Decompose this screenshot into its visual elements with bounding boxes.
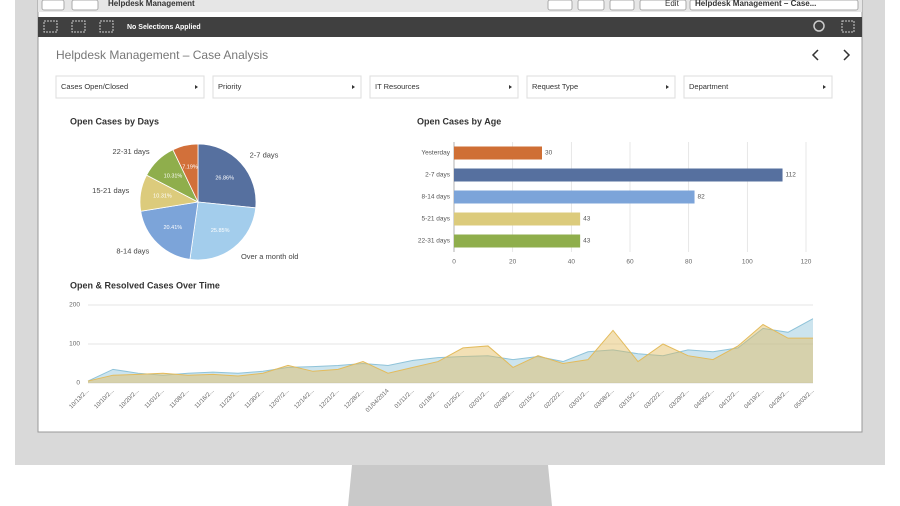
slice-value-label: 7.19%: [182, 164, 198, 170]
filter-box[interactable]: [369, 75, 519, 99]
bar-value-label: 43: [583, 238, 591, 245]
selection-tool[interactable]: [71, 20, 86, 33]
y-tick-label: 2-7 days: [425, 172, 451, 179]
area: [88, 324, 813, 383]
y-tick-label: 22-31 days: [418, 238, 451, 245]
bar: [454, 190, 695, 204]
filter-label: Department: [689, 82, 729, 91]
next-sheet[interactable]: [843, 49, 851, 61]
present-button[interactable]: [577, 0, 605, 11]
slice-value-label: 26.86%: [215, 175, 234, 181]
app-title: Helpdesk Management: [108, 0, 195, 8]
chart-title: Open Cases by Days: [70, 116, 159, 126]
filter-arrow: [195, 85, 198, 89]
filter-label: Request Type: [532, 82, 578, 91]
x-tick-label: 60: [626, 259, 634, 266]
filter-box[interactable]: [683, 75, 833, 99]
line: [87, 323, 813, 382]
slice-category-label: 15-21 days: [92, 186, 129, 195]
slice-category-label: 8-14 days: [116, 247, 149, 256]
slice-category-label: Over a month old: [241, 252, 299, 261]
y-tick-label: 200: [69, 302, 80, 309]
selection-status: No Selections Applied: [127, 24, 201, 31]
monitor-stand: [348, 465, 552, 506]
sheet-title: Helpdesk Management – Case Analysis: [56, 48, 268, 62]
slice-value-label: 10.31%: [153, 194, 172, 200]
snapshot-button[interactable]: [547, 0, 573, 11]
line: [87, 318, 814, 382]
filter-arrow: [352, 85, 355, 89]
pie-slice: [172, 143, 199, 203]
x-tick-label: 100: [742, 259, 753, 266]
x-tick-label: 80: [685, 259, 693, 266]
edit-label: Edit: [665, 0, 680, 8]
prev-sheet[interactable]: [811, 49, 819, 61]
filter-label: IT Resources: [375, 82, 420, 91]
x-tick-label: 20: [509, 259, 517, 266]
slice-value-label: 10.31%: [164, 174, 183, 180]
slice-value-label: 20.41%: [164, 225, 183, 231]
x-tick-label: 40: [568, 259, 576, 266]
selection-tool[interactable]: [43, 20, 58, 33]
x-tick-label: 120: [801, 259, 812, 266]
filter-label: Priority: [218, 82, 242, 91]
y-tick-label: Yesterday: [421, 150, 450, 157]
filter-box[interactable]: [526, 75, 676, 99]
slice-value-label: 25.85%: [211, 228, 230, 234]
bar: [454, 168, 783, 182]
pie-slice: [197, 143, 257, 209]
bar-value-label: 30: [545, 150, 553, 157]
filter-arrow: [666, 85, 669, 89]
bar-value-label: 112: [786, 172, 797, 179]
pie-slice: [189, 201, 257, 261]
bar: [454, 212, 581, 226]
y-tick-label: 0: [76, 380, 80, 387]
slice-category-label: 2-7 days: [250, 150, 279, 159]
chart-title: Open Cases by Age: [417, 116, 501, 126]
bar: [454, 146, 542, 160]
filter-box[interactable]: [212, 75, 362, 99]
y-tick-label: 8-14 days: [421, 194, 450, 201]
bar: [454, 234, 581, 248]
filter-box[interactable]: [55, 75, 205, 99]
sheet-menu[interactable]: [689, 0, 859, 11]
selection-tool[interactable]: [99, 20, 114, 33]
x-tick-label: 0: [452, 259, 456, 266]
edit-button[interactable]: [639, 0, 687, 11]
selection-bar: [38, 17, 862, 37]
bar-value-label: 43: [583, 216, 591, 223]
slice-category-label: 22-31 days: [113, 147, 150, 156]
pie-slice: [140, 201, 199, 260]
filter-arrow: [509, 85, 512, 89]
bookmark-button[interactable]: [609, 0, 635, 11]
nav-button[interactable]: [41, 0, 65, 11]
search-icon[interactable]: [813, 20, 825, 32]
bar-value-label: 82: [698, 194, 706, 201]
smart-select[interactable]: [841, 20, 855, 33]
sheet-menu-label: Helpdesk Management – Case...: [695, 0, 816, 8]
area: [88, 318, 813, 383]
chart-title: Open & Resolved Cases Over Time: [70, 280, 220, 290]
y-tick-label: 5-21 days: [421, 216, 450, 223]
menu-button[interactable]: [71, 0, 99, 11]
y-tick-label: 100: [69, 341, 80, 348]
filter-label: Cases Open/Closed: [61, 82, 128, 91]
filter-arrow: [823, 85, 826, 89]
